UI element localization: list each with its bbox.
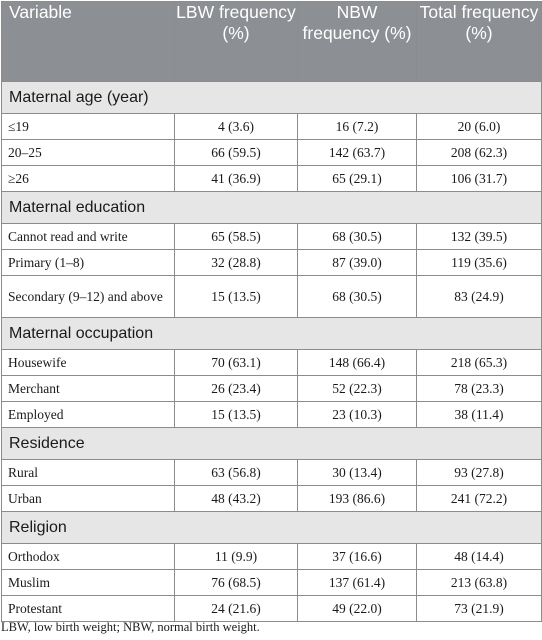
section-row: Residence	[1, 427, 542, 460]
cell-label: Primary (1–8)	[1, 249, 175, 276]
cell-nbw: 52 (22.3)	[297, 375, 417, 402]
cell-total: 119 (35.6)	[416, 249, 542, 276]
section-row: Maternal age (year)	[1, 81, 542, 114]
cell-label: Orthodox	[1, 543, 175, 570]
cell-total: 48 (14.4)	[416, 543, 542, 570]
cell-nbw: 23 (10.3)	[297, 401, 417, 428]
cell-total: 20 (6.0)	[416, 113, 542, 140]
cell-label: Employed	[1, 401, 175, 428]
cell-lbw: 41 (36.9)	[174, 165, 298, 192]
cell-total: 208 (62.3)	[416, 139, 542, 166]
cell-nbw: 68 (30.5)	[297, 223, 417, 250]
cell-lbw: 26 (23.4)	[174, 375, 298, 402]
table-row: ≤19 4 (3.6) 16 (7.2) 20 (6.0)	[1, 113, 542, 140]
header-nbw: NBW frequency (%)	[297, 1, 417, 82]
cell-nbw: 37 (16.6)	[297, 543, 417, 570]
cell-label: Secondary (9–12) and above	[1, 275, 175, 318]
cell-lbw: 76 (68.5)	[174, 569, 298, 596]
section-row: Maternal education	[1, 191, 542, 224]
cell-nbw: 142 (63.7)	[297, 139, 417, 166]
cell-total: 213 (63.8)	[416, 569, 542, 596]
section-title: Maternal occupation	[1, 317, 542, 350]
cell-total: 93 (27.8)	[416, 459, 542, 486]
header-lbw: LBW frequency (%)	[174, 1, 298, 82]
cell-lbw: 15 (13.5)	[174, 401, 298, 428]
header-variable: Variable	[1, 1, 175, 82]
cell-nbw: 87 (39.0)	[297, 249, 417, 276]
table-row: ≥26 41 (36.9) 65 (29.1) 106 (31.7)	[1, 165, 542, 192]
cell-nbw: 49 (22.0)	[297, 595, 417, 622]
table-row: Urban 48 (43.2) 193 (86.6) 241 (72.2)	[1, 485, 542, 512]
cell-label: Housewife	[1, 349, 175, 376]
cell-label: Urban	[1, 485, 175, 512]
table-row: Housewife 70 (63.1) 148 (66.4) 218 (65.3)	[1, 349, 542, 376]
cell-nbw: 148 (66.4)	[297, 349, 417, 376]
table-row: Orthodox 11 (9.9) 37 (16.6) 48 (14.4)	[1, 543, 542, 570]
cell-label: Rural	[1, 459, 175, 486]
cell-lbw: 11 (9.9)	[174, 543, 298, 570]
cell-total: 106 (31.7)	[416, 165, 542, 192]
cell-nbw: 193 (86.6)	[297, 485, 417, 512]
section-row: Religion	[1, 511, 542, 544]
cell-lbw: 32 (28.8)	[174, 249, 298, 276]
cell-label: ≥26	[1, 165, 175, 192]
table-footnote: LBW, low birth weight; NBW, normal birth…	[1, 620, 260, 634]
section-title: Religion	[1, 511, 542, 544]
cell-total: 132 (39.5)	[416, 223, 542, 250]
cell-label: Protestant	[1, 595, 175, 622]
cell-nbw: 30 (13.4)	[297, 459, 417, 486]
cell-lbw: 70 (63.1)	[174, 349, 298, 376]
cell-total: 78 (23.3)	[416, 375, 542, 402]
cell-nbw: 137 (61.4)	[297, 569, 417, 596]
section-title: Maternal education	[1, 191, 542, 224]
header-total: Total frequency (%)	[416, 1, 542, 82]
cell-lbw: 66 (59.5)	[174, 139, 298, 166]
table-row: Merchant 26 (23.4) 52 (22.3) 78 (23.3)	[1, 375, 542, 402]
section-title: Residence	[1, 427, 542, 460]
cell-lbw: 48 (43.2)	[174, 485, 298, 512]
data-table: Variable LBW frequency (%) NBW frequency…	[1, 1, 542, 622]
cell-nbw: 68 (30.5)	[297, 275, 417, 318]
cell-total: 241 (72.2)	[416, 485, 542, 512]
cell-lbw: 24 (21.6)	[174, 595, 298, 622]
table-row: 20–25 66 (59.5) 142 (63.7) 208 (62.3)	[1, 139, 542, 166]
cell-total: 218 (65.3)	[416, 349, 542, 376]
table-row: Secondary (9–12) and above 15 (13.5) 68 (3…	[1, 275, 542, 318]
table-row: Employed 15 (13.5) 23 (10.3) 38 (11.4)	[1, 401, 542, 428]
header-row: Variable LBW frequency (%) NBW frequency…	[1, 1, 542, 82]
table-row: Protestant 24 (21.6) 49 (22.0) 73 (21.9)	[1, 595, 542, 622]
table-body: Maternal age (year) ≤19 4 (3.6) 16 (7.2) 20 …	[1, 81, 542, 622]
table-row: Muslim 76 (68.5) 137 (61.4) 213 (63.8)	[1, 569, 542, 596]
table-row: Cannot read and write 65 (58.5) 68 (30.5) 1…	[1, 223, 542, 250]
cell-lbw: 65 (58.5)	[174, 223, 298, 250]
section-row: Maternal occupation	[1, 317, 542, 350]
cell-label: 20–25	[1, 139, 175, 166]
table-row: Primary (1–8) 32 (28.8) 87 (39.0) 119 (35.6…	[1, 249, 542, 276]
cell-label: Cannot read and write	[1, 223, 175, 250]
cell-label: ≤19	[1, 113, 175, 140]
cell-lbw: 63 (56.8)	[174, 459, 298, 486]
table-row: Rural 63 (56.8) 30 (13.4) 93 (27.8)	[1, 459, 542, 486]
cell-total: 73 (21.9)	[416, 595, 542, 622]
cell-lbw: 4 (3.6)	[174, 113, 298, 140]
cell-nbw: 16 (7.2)	[297, 113, 417, 140]
cell-lbw: 15 (13.5)	[174, 275, 298, 318]
cell-label: Merchant	[1, 375, 175, 402]
section-title: Maternal age (year)	[1, 81, 542, 114]
cell-label: Muslim	[1, 569, 175, 596]
cell-total: 83 (24.9)	[416, 275, 542, 318]
cell-total: 38 (11.4)	[416, 401, 542, 428]
cell-nbw: 65 (29.1)	[297, 165, 417, 192]
